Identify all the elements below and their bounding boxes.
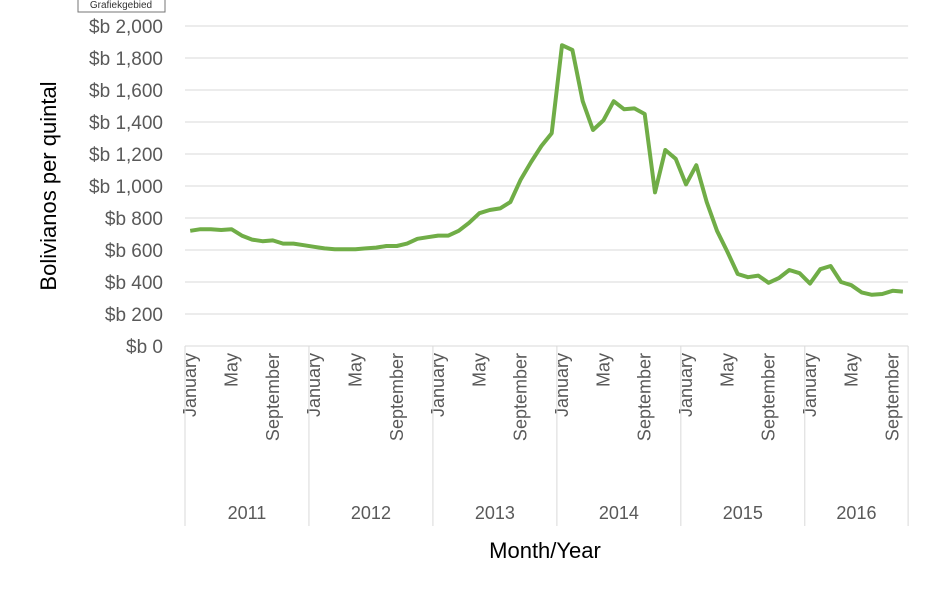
group-label: 2015 <box>723 503 763 523</box>
line <box>189 43 904 297</box>
y-tick-label: $b 1,400 <box>89 113 163 134</box>
x-tick-label: September <box>263 353 283 441</box>
x-tick-label: September <box>511 353 531 441</box>
y-tick-label: $b 800 <box>105 209 163 230</box>
x-tick-label: January <box>676 353 696 417</box>
y-tick-label: $b 2,000 <box>89 17 163 38</box>
group-label: 2011 <box>228 503 267 523</box>
group-label: 2014 <box>599 503 639 523</box>
x-tick-label: May <box>593 353 613 387</box>
x-tick-label: September <box>883 353 903 441</box>
x-tick-label: May <box>469 353 489 387</box>
y-tick-label: $b 1,000 <box>89 177 163 198</box>
x-tick-label: September <box>759 353 779 441</box>
y-tick-label: $b 200 <box>105 305 163 326</box>
x-tick-label: May <box>717 353 737 387</box>
x-tick-label: May <box>345 353 365 387</box>
y-tick-label: $b 600 <box>105 241 163 262</box>
y-tick-label: $b 1,200 <box>89 145 163 166</box>
tooltip: Grafiekgebied <box>90 0 152 11</box>
group-label: 2016 <box>836 503 876 523</box>
y-tick-label: $b 0 <box>126 337 163 358</box>
x-tick-label: September <box>635 353 655 441</box>
x-tick-label: January <box>304 353 324 417</box>
x-tick-label: September <box>387 353 407 441</box>
x-tick-label: May <box>221 353 241 387</box>
group-label: 2012 <box>351 503 391 523</box>
group-label: 2013 <box>475 503 515 523</box>
y-tick-label: $b 1,800 <box>89 49 163 70</box>
x-tick-label: January <box>428 353 448 417</box>
y-tick-label: $b 400 <box>105 273 163 294</box>
x-tick-label: January <box>180 353 200 417</box>
x-tick-label: January <box>552 353 572 417</box>
tooltip-box <box>77 0 166 13</box>
x-tick-label: May <box>841 353 861 387</box>
y-tick-label: $b 1,600 <box>89 81 163 102</box>
x-axis-title: Month/Year <box>489 538 601 563</box>
x-tick-label: January <box>800 353 820 417</box>
y-axis-title: Bolivianos per quintal <box>36 81 61 290</box>
